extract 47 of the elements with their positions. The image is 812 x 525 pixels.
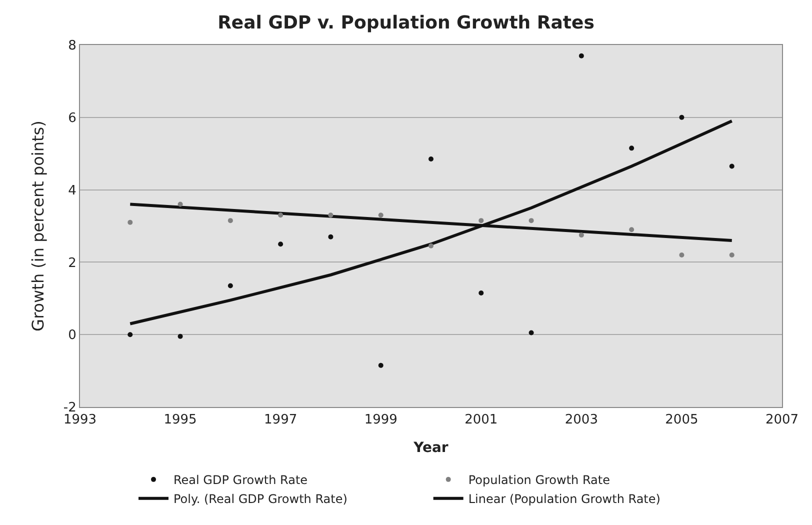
- point: [178, 202, 183, 207]
- point: [528, 218, 534, 224]
- point: [178, 334, 183, 339]
- point: [278, 212, 284, 218]
- point: [278, 242, 284, 247]
- point: [428, 243, 434, 248]
- point: [528, 330, 534, 336]
- y-tick-label: 8: [68, 38, 76, 54]
- x-tick-label: 1993: [63, 412, 97, 428]
- line-series: [128, 120, 734, 326]
- x-tick-label: 2005: [665, 412, 698, 428]
- point: [629, 146, 634, 151]
- x-tick-label: 1997: [264, 412, 298, 428]
- point: [428, 156, 434, 162]
- point: [128, 220, 133, 225]
- y-tick-label: 4: [68, 183, 76, 198]
- legend-label: Linear (Population Growth Rate): [468, 492, 660, 506]
- y-tick-label: 2: [68, 256, 76, 271]
- point: [679, 114, 684, 120]
- x-tick-label: 2001: [464, 412, 498, 428]
- point: [478, 290, 484, 296]
- chart-title: Real GDP v. Population Growth Rates: [218, 12, 594, 34]
- point: [128, 332, 133, 338]
- x-tick-label: 1999: [364, 412, 398, 428]
- legend-label: Poly. (Real GDP Growth Rate): [174, 492, 348, 506]
- x-tick-label: 1995: [164, 412, 197, 428]
- legend-label: Real GDP Growth Rate: [174, 473, 308, 488]
- point: [578, 232, 584, 238]
- point: [328, 234, 334, 240]
- point: [629, 227, 634, 232]
- y-tick-label: 6: [68, 110, 76, 126]
- point: [228, 283, 233, 288]
- point: [378, 212, 384, 218]
- point: [679, 252, 684, 258]
- point: [578, 53, 584, 58]
- x-tick-label: 2007: [765, 412, 799, 428]
- point: [729, 252, 734, 258]
- point: [328, 212, 334, 218]
- x-tick-label: 2003: [564, 412, 598, 428]
- point: [478, 218, 484, 224]
- point: [228, 218, 233, 224]
- legend-label: Population Growth Rate: [468, 473, 610, 488]
- y-tick-label: 0: [68, 328, 76, 344]
- point: [729, 164, 734, 169]
- y-axis-title: Growth (in percent points): [28, 120, 48, 332]
- x-axis-title: Year: [412, 440, 448, 456]
- point: [378, 362, 384, 368]
